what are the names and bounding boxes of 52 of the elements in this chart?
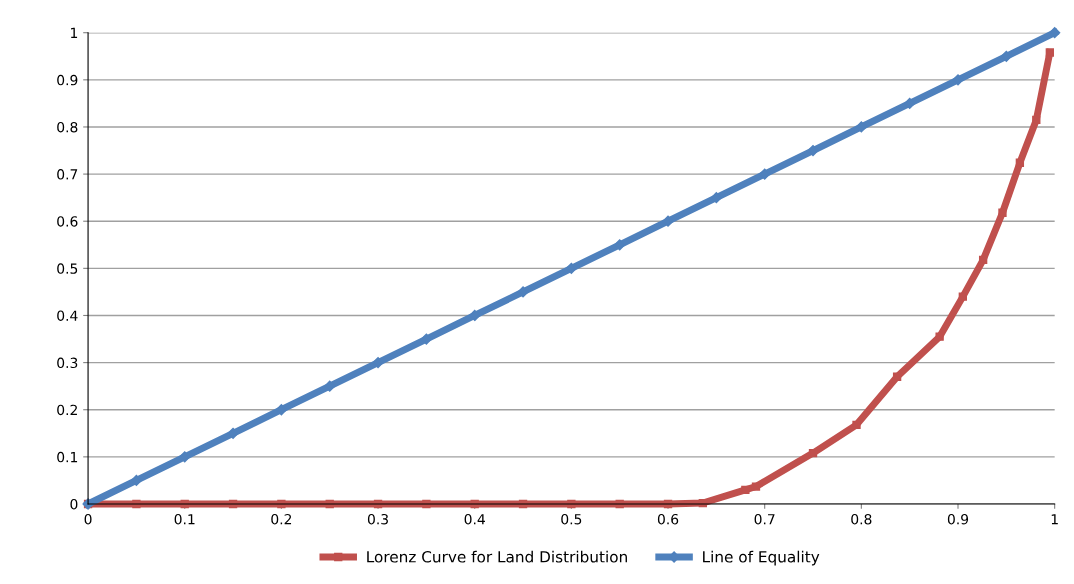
y-tick-label: 0.3 [57,357,78,369]
point [1049,27,1061,39]
point [807,144,819,157]
y-tick-label: 0 [70,498,78,510]
y-tick-label: 0.1 [57,451,78,463]
y-tick-label: 0.2 [57,404,77,416]
x-tick-label: 0.7 [754,513,775,525]
point [324,380,336,392]
point [710,192,722,204]
y-tick-label: 0.8 [57,121,78,133]
point [469,309,481,322]
y-tick-label: 1 [71,27,78,38]
x-tick-label: 0.3 [367,513,388,525]
point [998,208,1007,217]
y-tick-label: 0.6 [57,216,78,227]
point [662,215,674,227]
y-tick-label: 0.5 [57,263,78,274]
point [852,420,861,429]
y-tick-label: 0.9 [57,74,78,86]
point [275,404,287,416]
point [751,482,761,491]
point [904,97,916,110]
point [958,292,968,301]
point [1015,158,1025,167]
legend-label: Lorenz Curve for Land Distribution [367,550,627,563]
x-tick-label: 0.2 [271,513,292,525]
x-tick-label: 0.8 [851,513,872,525]
point [1032,115,1041,125]
point [741,485,750,495]
x-tick-label: 0.9 [947,513,969,525]
x-tick-label: 0.1 [174,513,195,525]
legend-label: Line of Equality [703,550,820,566]
point [855,121,867,133]
point [978,255,988,265]
x-tick-label: 1 [1051,514,1058,525]
x-tick-label: 0.5 [561,513,582,525]
point [372,357,384,369]
point [759,168,771,180]
point [935,332,944,341]
point [808,448,818,458]
point [892,372,902,381]
y-tick-label: 0.7 [57,169,78,180]
point [517,286,529,298]
point [1045,48,1055,57]
x-tick-label: 0 [84,513,92,525]
point [420,333,432,345]
x-tick-label: 0.4 [464,513,485,525]
point [614,239,626,251]
y-tick-label: 0.4 [57,310,78,321]
point [952,74,964,86]
x-tick-label: 0.6 [657,513,679,525]
point [179,451,191,463]
